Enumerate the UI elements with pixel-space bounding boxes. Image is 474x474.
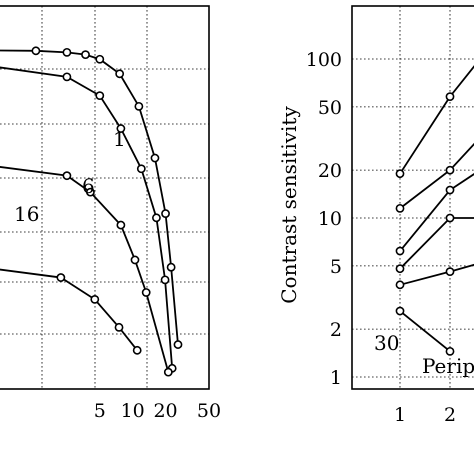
y-tick-label: 10 (318, 208, 342, 230)
data-point (445, 346, 455, 356)
data-point (395, 280, 405, 290)
x-tick-label: 20 (153, 400, 177, 422)
y-tick-label: 20 (318, 160, 342, 182)
data-point (62, 171, 72, 181)
series-line (399, 310, 451, 353)
data-point (166, 262, 176, 272)
data-point (134, 101, 144, 111)
data-point (116, 124, 126, 133)
data-point (160, 275, 170, 285)
y-tick-label: 1 (330, 367, 342, 389)
data-point (56, 273, 66, 282)
series-line (399, 142, 474, 210)
data-point (445, 185, 455, 195)
data-point (62, 72, 72, 82)
series-label: 1 (113, 127, 126, 151)
data-point (152, 213, 161, 223)
data-point (31, 46, 41, 56)
data-point (395, 203, 405, 213)
x-tick-label: 10 (121, 400, 145, 422)
data-point (395, 306, 405, 316)
data-point (445, 213, 455, 223)
data-point (95, 91, 105, 101)
series-label: Perip (422, 354, 474, 378)
data-point (90, 294, 100, 304)
y-tick-label: 100 (306, 49, 342, 71)
plot-frame (0, 5, 210, 390)
data-point (132, 345, 142, 355)
data-point (114, 322, 124, 332)
y-tick-label: 50 (318, 97, 342, 119)
series-line (399, 173, 474, 252)
data-point (445, 92, 455, 102)
y-tick-label: 5 (330, 256, 342, 278)
data-point (395, 264, 405, 274)
data-point (95, 54, 105, 64)
x-tick-label: 2 (444, 404, 456, 426)
data-point (395, 246, 405, 256)
data-point (445, 267, 455, 277)
y-tick-label: 2 (330, 319, 342, 341)
series-line (0, 66, 174, 369)
data-point (445, 165, 455, 175)
left-chart: 5 10 20 50 16 16 (0, 5, 221, 422)
x-tick-label: 5 (94, 400, 106, 422)
data-point (163, 367, 173, 377)
series-label: 6 (82, 174, 95, 198)
right-chart: 1 2 5 10 20 50 100 1 2 Contrast sensitivity 30 Peri… (277, 5, 474, 426)
x-tick-label: 50 (197, 400, 221, 422)
data-point (115, 69, 125, 79)
data-point (161, 209, 170, 218)
data-point (395, 169, 405, 179)
series-label: 16 (14, 202, 39, 226)
series-line (399, 263, 474, 286)
data-point (150, 153, 160, 163)
data-point (136, 164, 146, 174)
data-point (141, 288, 151, 297)
data-point (62, 47, 72, 57)
y-axis-label: Contrast sensitivity (277, 106, 301, 304)
series-line (0, 268, 138, 351)
x-tick-label: 1 (394, 404, 406, 426)
data-point (85, 187, 95, 197)
series-label: 30 (374, 331, 399, 355)
data-point (81, 50, 90, 60)
plot-frame (351, 5, 474, 390)
data-point (173, 340, 183, 349)
data-point (116, 220, 126, 230)
data-point (130, 255, 140, 265)
series-line (399, 217, 474, 270)
